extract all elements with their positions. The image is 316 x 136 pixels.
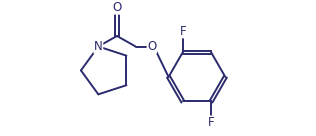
Text: O: O xyxy=(147,40,156,53)
Text: N: N xyxy=(94,40,103,53)
Text: F: F xyxy=(179,25,186,38)
Text: O: O xyxy=(112,1,122,14)
Text: F: F xyxy=(208,116,215,129)
